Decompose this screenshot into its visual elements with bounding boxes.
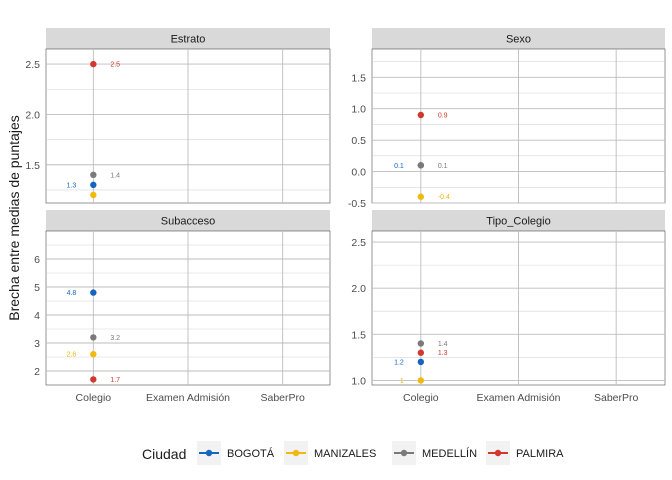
legend: Ciudad BOGOTÁ MANIZALES MEDELLÍN PALMIRA xyxy=(142,441,564,465)
strip-title: Subacceso xyxy=(161,216,215,228)
legend-item-manizales: MANIZALES xyxy=(284,441,376,465)
point-medellin xyxy=(417,162,425,169)
legend-title: Ciudad xyxy=(142,446,186,462)
y-tick-label: 0.5 xyxy=(351,135,366,147)
y-tick-label: 3 xyxy=(34,338,40,350)
y-tick-label: 2 xyxy=(34,366,40,378)
y-tick-label: 1.0 xyxy=(351,375,366,387)
x-tick-label: SaberPro xyxy=(594,392,639,404)
data-label-bogota: 0.1 xyxy=(394,163,404,170)
panel-subacceso: Subacceso 2 3 4 5 6 4.8 2.6 3.2 1.7 Colegio Examen … xyxy=(34,210,331,404)
data-label-palmira: 0.9 xyxy=(438,113,448,120)
data-label-bogota: 1.2 xyxy=(394,359,404,366)
legend-label: MEDELLÍN xyxy=(422,447,477,460)
data-label-bogota: 4.8 xyxy=(67,290,77,297)
x-tick-label: Colegio xyxy=(76,392,112,404)
legend-item-palmira: PALMIRA xyxy=(486,441,564,465)
strip-estrato xyxy=(46,28,330,49)
y-axis-title: Brecha entre medias de puntajes xyxy=(6,115,22,320)
legend-item-medellin: MEDELLÍN xyxy=(392,441,477,465)
y-tick-label: 1.5 xyxy=(351,329,366,341)
strip-title: Estrato xyxy=(171,34,206,46)
strip-title: Tipo_Colegio xyxy=(486,216,550,228)
legend-dot xyxy=(494,449,502,457)
data-label-palmira: 2.5 xyxy=(110,62,120,69)
point-palmira xyxy=(417,111,425,119)
y-tick-label: 6 xyxy=(34,254,40,266)
point-bogota xyxy=(417,358,425,366)
y-tick-label: 1.5 xyxy=(25,160,40,172)
y-tick-label: -0.5 xyxy=(348,198,366,210)
legend-item-bogota: BOGOTÁ xyxy=(197,441,275,465)
facet-panels: Estrato 1.5 2.0 2.5 1.3 1.4 2.5 Sexo -0.5 0.0 0.5 1… xyxy=(25,28,666,404)
strip-sexo xyxy=(372,28,665,49)
point-palmira xyxy=(90,376,97,383)
legend-dot xyxy=(205,449,213,457)
legend-label: MANIZALES xyxy=(314,448,376,460)
point-medellin xyxy=(417,340,425,347)
point-medellin xyxy=(90,171,97,179)
y-tick-label: 5 xyxy=(34,282,40,294)
panel-sexo: Sexo -0.5 0.0 0.5 1.0 1.5 0.1 -0.4 0.1 0.9 xyxy=(348,28,666,210)
data-label-medellin: 1.4 xyxy=(110,172,120,179)
legend-dot xyxy=(400,449,408,457)
strip-subacceso xyxy=(46,210,330,231)
data-label-manizales: -0.4 xyxy=(438,194,450,201)
legend-dot xyxy=(292,449,300,457)
y-tick-label: 1.0 xyxy=(351,104,366,116)
point-manizales xyxy=(417,377,425,384)
y-tick-label: 2.0 xyxy=(351,283,366,295)
x-tick-label: SaberPro xyxy=(260,392,305,404)
strip-title: Sexo xyxy=(506,34,531,46)
y-tick-label: 2.5 xyxy=(25,59,40,71)
strip-tipo-colegio xyxy=(372,210,665,231)
y-tick-label: 2.0 xyxy=(25,109,40,121)
y-tick-label: 2.5 xyxy=(351,237,366,249)
point-palmira xyxy=(417,349,425,356)
data-label-medellin: 3.2 xyxy=(110,335,120,342)
x-tick-label: Examen Admisión xyxy=(146,392,230,404)
data-label-palmira: 1.3 xyxy=(438,350,448,357)
point-manizales xyxy=(90,351,97,358)
y-tick-label: 4 xyxy=(34,310,40,322)
point-medellin xyxy=(90,334,97,341)
y-tick-label: 0.0 xyxy=(351,167,366,179)
legend-label: PALMIRA xyxy=(516,448,564,460)
point-palmira xyxy=(90,60,97,68)
data-label-manizales: 1 xyxy=(400,378,404,385)
legend-label: BOGOTÁ xyxy=(227,447,275,460)
data-label-manizales: 2.6 xyxy=(67,352,77,359)
point-bogota xyxy=(90,181,97,189)
data-label-palmira: 1.7 xyxy=(110,377,120,384)
panel-estrato: Estrato 1.5 2.0 2.5 1.3 1.4 2.5 xyxy=(25,28,331,204)
y-tick-label: 1.5 xyxy=(351,72,366,84)
point-manizales xyxy=(417,193,425,200)
x-tick-label: Examen Admisión xyxy=(476,392,560,404)
x-tick-label: Colegio xyxy=(403,392,439,404)
point-manizales xyxy=(90,191,97,199)
panel-tipo-colegio: Tipo_Colegio 1.0 1.5 2.0 2.5 1.2 1 1.4 1.3 Colegi… xyxy=(351,210,666,404)
data-label-medellin: 1.4 xyxy=(438,341,448,348)
point-bogota xyxy=(90,289,97,296)
data-label-bogota: 1.3 xyxy=(67,182,77,189)
data-label-medellin: 0.1 xyxy=(438,163,448,170)
